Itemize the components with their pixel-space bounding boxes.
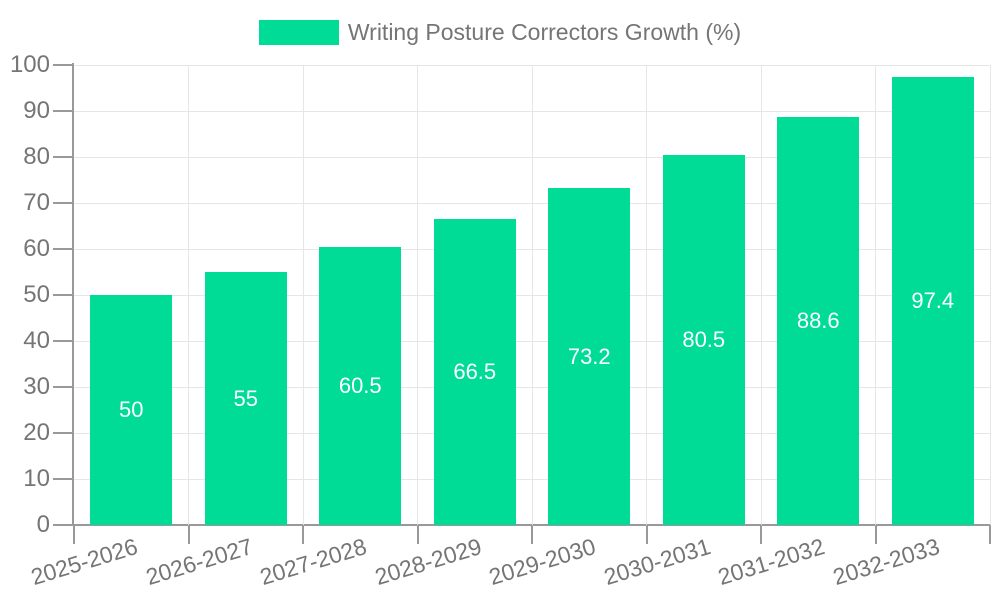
bar-value-label: 88.6 — [796, 308, 840, 334]
bar-value-label: 55 — [233, 385, 258, 411]
bar[interactable] — [204, 272, 287, 525]
bar[interactable] — [90, 295, 173, 525]
y-tick-label: 90 — [23, 97, 50, 124]
y-tick-label: 50 — [23, 281, 50, 308]
y-axis-tick — [53, 524, 73, 526]
y-tick-label: 60 — [23, 235, 50, 262]
x-axis-tick — [187, 525, 190, 544]
bar-value-label: 60.5 — [338, 372, 382, 398]
y-tick-label: 80 — [23, 143, 50, 170]
v-gridline — [188, 65, 189, 525]
y-axis-tick — [53, 156, 73, 158]
v-gridline — [646, 65, 647, 525]
legend-swatch — [258, 20, 339, 45]
x-tick-label: 2032-2033 — [829, 533, 943, 591]
x-axis-tick — [416, 525, 419, 544]
x-tick-label: 2031-2032 — [715, 533, 828, 591]
y-axis-tick — [53, 64, 73, 66]
y-tick-label: 100 — [9, 51, 50, 78]
x-tick-label: 2027-2028 — [257, 533, 370, 591]
x-tick-label: 2025-2026 — [28, 533, 141, 591]
legend-label: Writing Posture Correctors Growth (%) — [347, 19, 742, 45]
v-gridline — [875, 65, 876, 525]
x-tick-label: 2029-2030 — [486, 533, 599, 591]
y-tick-label: 30 — [23, 373, 50, 400]
y-axis-tick — [53, 478, 73, 480]
y-tick-label: 70 — [23, 189, 50, 216]
x-tick-label: 2026-2027 — [142, 533, 256, 591]
y-axis-line — [72, 63, 74, 525]
legend-item[interactable]: Writing Posture Correctors Growth (%) — [0, 19, 1000, 46]
bar-value-label: 73.2 — [567, 343, 611, 369]
bar[interactable] — [891, 76, 974, 525]
bar-value-label: 80.5 — [682, 326, 726, 352]
v-gridline — [989, 65, 991, 525]
y-axis-tick — [53, 248, 73, 250]
bar[interactable] — [777, 117, 860, 525]
y-tick-label: 20 — [23, 419, 50, 446]
v-gridline — [531, 65, 533, 525]
x-axis-tick — [73, 525, 75, 544]
x-axis-tick — [874, 525, 877, 544]
bar-value-label: 50 — [119, 397, 144, 422]
v-gridline — [417, 65, 418, 525]
bar[interactable] — [662, 154, 745, 525]
y-axis-tick — [53, 432, 73, 434]
x-tick-label: 2030-2031 — [600, 533, 714, 591]
y-tick-label: 0 — [36, 511, 50, 538]
y-axis-tick — [53, 110, 73, 112]
v-gridline — [760, 65, 762, 525]
plot-area: 50 55 60.5 66.5 73.2 80.5 88.6 97.4 — [53, 64, 991, 526]
y-axis-tick — [53, 202, 73, 204]
x-tick-label: 2028-2029 — [371, 533, 485, 591]
v-gridline — [302, 65, 304, 525]
bar[interactable] — [433, 219, 516, 525]
y-axis-tick — [53, 386, 73, 388]
y-axis-tick — [53, 294, 73, 296]
x-axis-tick — [989, 525, 991, 544]
x-axis-tick — [760, 525, 762, 544]
bar-value-label: 97.4 — [911, 287, 955, 313]
bar[interactable] — [548, 188, 631, 525]
bar-value-label: 66.5 — [453, 359, 497, 385]
y-axis-tick — [53, 340, 73, 342]
x-axis-tick — [531, 525, 533, 544]
y-tick-label: 10 — [23, 465, 50, 492]
y-tick-label: 40 — [23, 327, 50, 354]
x-axis-tick — [302, 525, 304, 544]
x-axis-line — [54, 524, 990, 526]
x-axis-tick — [645, 525, 648, 544]
bar[interactable] — [319, 246, 402, 525]
